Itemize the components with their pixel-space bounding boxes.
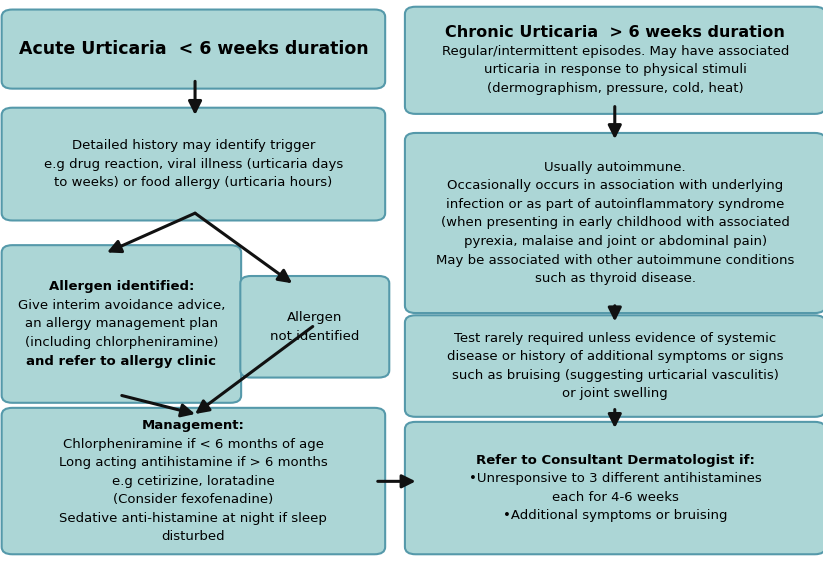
Text: disturbed: disturbed [161,530,226,543]
Text: Allergen identified:: Allergen identified: [49,280,194,293]
FancyBboxPatch shape [2,245,241,403]
Text: (including chlorpheniramine): (including chlorpheniramine) [25,336,218,349]
Text: urticaria in response to physical stimuli: urticaria in response to physical stimul… [484,63,746,76]
Text: such as thyroid disease.: such as thyroid disease. [535,272,695,285]
Text: Test rarely required unless evidence of systemic: Test rarely required unless evidence of … [454,332,776,345]
FancyBboxPatch shape [405,315,823,417]
FancyBboxPatch shape [405,133,823,313]
Text: •Unresponsive to 3 different antihistamines: •Unresponsive to 3 different antihistami… [469,472,761,485]
Text: or joint swelling: or joint swelling [562,387,668,401]
Text: •Additional symptoms or bruising: •Additional symptoms or bruising [503,509,728,522]
Text: disease or history of additional symptoms or signs: disease or history of additional symptom… [447,350,783,364]
Text: e.g cetirizine, loratadine: e.g cetirizine, loratadine [112,475,275,488]
Text: Chlorpheniramine if < 6 months of age: Chlorpheniramine if < 6 months of age [63,438,324,450]
Text: Give interim avoidance advice,: Give interim avoidance advice, [18,299,225,312]
Text: Management:: Management: [142,419,245,432]
Text: Acute Urticaria  < 6 weeks duration: Acute Urticaria < 6 weeks duration [19,40,368,58]
Text: Refer to Consultant Dermatologist if:: Refer to Consultant Dermatologist if: [476,454,755,467]
Text: not identified: not identified [270,329,360,343]
Text: such as bruising (suggesting urticarial vasculitis): such as bruising (suggesting urticarial … [452,369,779,382]
Text: Usually autoimmune.: Usually autoimmune. [544,161,686,174]
Text: (Consider fexofenadine): (Consider fexofenadine) [114,493,273,506]
FancyBboxPatch shape [405,7,823,114]
FancyBboxPatch shape [2,408,385,554]
Text: Chronic Urticaria  > 6 weeks duration: Chronic Urticaria > 6 weeks duration [445,25,785,40]
Text: Regular/intermittent episodes. May have associated: Regular/intermittent episodes. May have … [441,44,789,58]
FancyBboxPatch shape [2,108,385,220]
Text: Sedative anti-histamine at night if sleep: Sedative anti-histamine at night if slee… [59,512,328,525]
Text: Occasionally occurs in association with underlying: Occasionally occurs in association with … [447,180,783,192]
Text: Allergen: Allergen [287,311,342,324]
Text: May be associated with other autoimmune conditions: May be associated with other autoimmune … [436,254,794,266]
FancyBboxPatch shape [405,422,823,554]
Text: Detailed history may identify trigger: Detailed history may identify trigger [72,139,315,152]
Text: infection or as part of autoinflammatory syndrome: infection or as part of autoinflammatory… [446,198,784,211]
Text: each for 4-6 weeks: each for 4-6 weeks [551,491,679,504]
FancyBboxPatch shape [240,276,389,378]
Text: pyrexia, malaise and joint or abdominal pain): pyrexia, malaise and joint or abdominal … [463,235,767,248]
Text: and refer to allergy clinic: and refer to allergy clinic [26,355,216,367]
Text: (dermographism, pressure, cold, heat): (dermographism, pressure, cold, heat) [487,81,743,95]
Text: e.g drug reaction, viral illness (urticaria days: e.g drug reaction, viral illness (urtica… [44,158,343,171]
Text: to weeks) or food allergy (urticaria hours): to weeks) or food allergy (urticaria hou… [54,176,332,189]
Text: Long acting antihistamine if > 6 months: Long acting antihistamine if > 6 months [59,456,328,469]
Text: an allergy management plan: an allergy management plan [25,318,218,330]
FancyBboxPatch shape [2,10,385,89]
Text: (when presenting in early childhood with associated: (when presenting in early childhood with… [441,217,789,229]
